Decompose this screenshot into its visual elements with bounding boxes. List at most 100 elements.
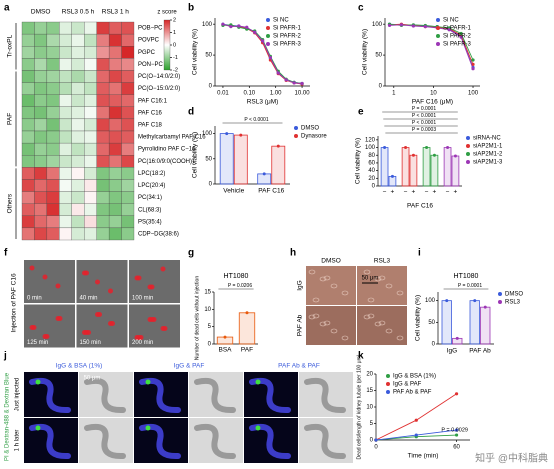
data-point (447, 28, 451, 32)
data-point (414, 418, 418, 422)
heatmap-cell (84, 106, 97, 120)
legend-label: Si PAFR-1 (443, 26, 472, 32)
y-tick-label: 0 (379, 84, 383, 90)
heatmap-cell (46, 118, 60, 132)
legend-label: Si PAFR-2 (443, 34, 472, 40)
heatmap-cell (59, 106, 72, 120)
data-point (387, 23, 392, 28)
heatmap-cell (59, 118, 72, 132)
legend-marker (466, 152, 470, 156)
annotation: P < 0.0001 (244, 117, 268, 123)
heatmap-cell (34, 179, 48, 192)
group-label: Tr-oxPL (7, 34, 14, 57)
heatmap-cell (21, 33, 35, 47)
heatmap-cell (71, 106, 85, 120)
heatmap-cell (96, 179, 110, 192)
heatmap-cell (71, 94, 85, 107)
x-tick-label: 1.00 (270, 91, 282, 97)
bar-dot (425, 146, 429, 150)
heatmap-cell (96, 142, 110, 156)
legend-marker (386, 390, 390, 394)
heatmap-cell (34, 58, 48, 71)
heatmap-cell (34, 227, 48, 241)
frame-label: 200 min (132, 340, 153, 346)
cell-shape (319, 321, 327, 327)
heatmap-cell (59, 227, 72, 241)
x-tick-label: 1 (392, 91, 396, 97)
heatmap-cell (71, 227, 85, 241)
cell-shape (367, 297, 375, 303)
heatmap-cell (96, 94, 110, 107)
x-tick-label: 0 (374, 445, 378, 451)
x-tick-label: Vehicle (223, 188, 244, 195)
heatmap-cell (71, 142, 85, 156)
heatmap-cell (59, 82, 72, 95)
heatmap-cell (21, 167, 35, 180)
colorbar-tick-label: -2 (173, 67, 178, 73)
row-label: PAF C18 (138, 123, 163, 129)
heatmap-cell (121, 203, 135, 216)
y-tick-label: 100 (365, 145, 376, 151)
x-tick-label: 10 (430, 91, 437, 97)
x-tick-label: 100 (468, 91, 479, 97)
heatmap-cell (34, 118, 48, 132)
legend-label: Si NC (273, 18, 289, 24)
cell-shape (363, 314, 371, 320)
x-tick-label: + (412, 189, 416, 196)
heatmap-cell (34, 130, 48, 144)
data-point (399, 23, 404, 27)
heatmap-cell (71, 130, 85, 144)
legend-label: Si PAFR-2 (273, 34, 302, 40)
heatmap-cell (108, 118, 122, 132)
x-tick-label: 10.00 (295, 91, 311, 97)
heatmap-cell (96, 227, 110, 241)
cell-stain (44, 334, 50, 339)
bar-dot (390, 174, 394, 178)
tubule (304, 423, 346, 460)
heatmap-cell (121, 46, 135, 59)
legend-marker (266, 18, 270, 22)
series-line (389, 24, 474, 69)
heatmap-cell (21, 94, 35, 107)
heatmap-cell (21, 191, 35, 204)
y-axis-label: Cell viability (%) (362, 29, 369, 75)
heatmap-cell (84, 70, 97, 83)
bar (380, 147, 389, 187)
bar-dot (262, 172, 266, 176)
row-label: Methylcarbamyl PAF C16 (138, 135, 206, 141)
micrograph (129, 260, 180, 303)
watermark: 知乎 @中科脂典 (475, 452, 548, 465)
y-axis-label: Cell viability (%) (192, 132, 199, 178)
column-header: RSL3 (374, 258, 391, 265)
heatmap-cell (121, 142, 135, 156)
bar-dot (483, 305, 487, 309)
dextran-spot (255, 425, 261, 431)
annotation: P = 0.0029 (441, 427, 468, 433)
panel-letter: d (188, 107, 194, 118)
bar-dot (446, 146, 450, 150)
cell-shape (341, 335, 349, 341)
heatmap-cell (46, 46, 60, 59)
chart-title: HT1080 (224, 273, 249, 280)
data-point (459, 31, 463, 36)
annotation: P = 0.0001 (458, 283, 482, 289)
heatmap-cell (34, 94, 48, 107)
x-tick-label: 0.10 (243, 91, 255, 97)
x-tick-label: PAF Ab (469, 348, 491, 355)
x-axis-label: PAF C16 (μM) (412, 99, 453, 106)
legend-marker (294, 126, 298, 130)
y-tick-label: 5 (370, 421, 374, 427)
heatmap-cell (34, 33, 48, 47)
cell-stain (31, 325, 37, 330)
bar (219, 133, 234, 185)
heatmap-cell (34, 191, 48, 204)
legend-label: siAP2M1-3 (473, 160, 503, 166)
heatmap-cell (59, 70, 72, 83)
legend-label: Dynasore (301, 134, 327, 140)
bar-dot (432, 153, 436, 157)
heatmap-cell (121, 70, 135, 83)
dextran-spot (145, 425, 151, 431)
heatmap-cell (108, 58, 122, 71)
heatmap-cell (34, 46, 48, 59)
heatmap-cell (21, 82, 35, 95)
